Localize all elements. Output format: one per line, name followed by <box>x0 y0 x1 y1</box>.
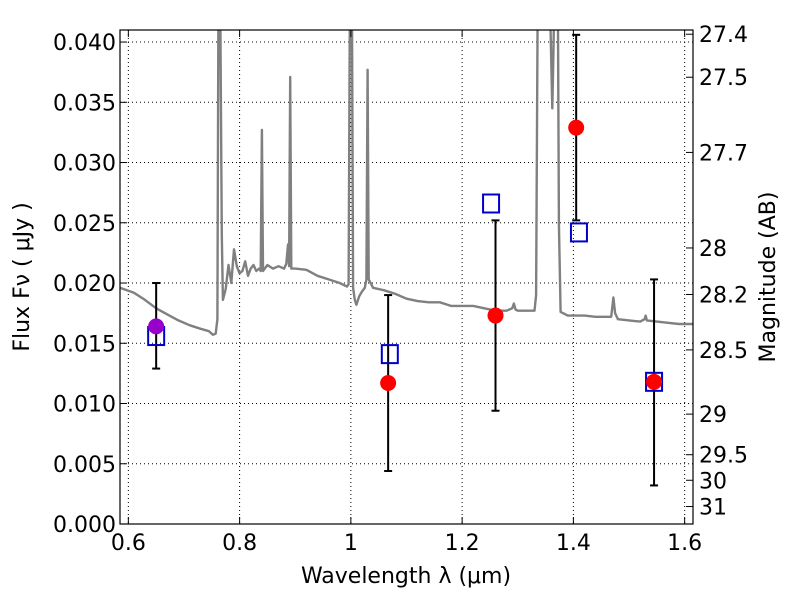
magnitude-tick-label: 27.7 <box>699 141 748 166</box>
model-spectrum-layer <box>120 30 693 336</box>
magnitude-tick-label: 29 <box>699 403 727 428</box>
x-axis-tick-labels: 0.6 0.8 1 1.2 1.4 1.6 <box>111 531 702 556</box>
observed-markers-layer <box>148 119 663 392</box>
observed-point <box>487 307 504 324</box>
y-tick-label: 0.035 <box>53 91 116 116</box>
model-band-square <box>482 193 501 214</box>
x-tick-label: 0.8 <box>222 531 257 556</box>
y-tick-label: 0.025 <box>53 212 116 237</box>
y-tick-label: 0.030 <box>53 152 116 177</box>
magnitude-tick-label: 29.5 <box>699 444 748 469</box>
x-tick-label: 0.6 <box>111 531 146 556</box>
magnitude-tick-label: 30 <box>699 469 727 494</box>
observed-point <box>646 373 663 390</box>
magnitude-tick-label: 27.5 <box>699 66 748 91</box>
x-tick-label: 1.6 <box>667 531 702 556</box>
y-axis-tick-labels: 0.000 0.005 0.010 0.015 0.020 0.025 0.030 0.035… <box>53 31 116 538</box>
magnitude-axis-label: Magnitude (AB) <box>756 192 781 363</box>
x-axis-label: Wavelength λ (μm) <box>301 564 511 589</box>
x-tick-label: 1 <box>344 531 358 556</box>
plot-frame <box>119 29 694 525</box>
y-axis-label: Flux Fν ( μJy ) <box>10 202 35 351</box>
y-tick-label: 0.020 <box>53 272 116 297</box>
model-band-square <box>569 222 588 243</box>
magnitude-tick-label: 27.4 <box>699 23 748 48</box>
axis-ticks <box>120 30 693 525</box>
observed-point <box>568 119 585 136</box>
model-spectrum-line <box>120 30 693 336</box>
observed-point <box>380 375 397 392</box>
magnitude-tick-label: 28.5 <box>699 339 748 364</box>
observed-point <box>148 318 165 335</box>
x-tick-label: 1.2 <box>445 531 480 556</box>
model-band-square <box>380 344 399 365</box>
y-tick-label: 0.000 <box>53 513 116 538</box>
y-tick-label: 0.040 <box>53 31 116 56</box>
y-tick-label: 0.015 <box>53 332 116 357</box>
x-tick-label: 1.4 <box>556 531 591 556</box>
y-tick-label: 0.010 <box>53 393 116 418</box>
y-tick-label: 0.005 <box>53 453 116 478</box>
magnitude-tick-label: 28 <box>699 237 727 262</box>
magnitude-tick-label: 31 <box>699 496 727 521</box>
magnitude-tick-label: 28.2 <box>699 283 748 308</box>
